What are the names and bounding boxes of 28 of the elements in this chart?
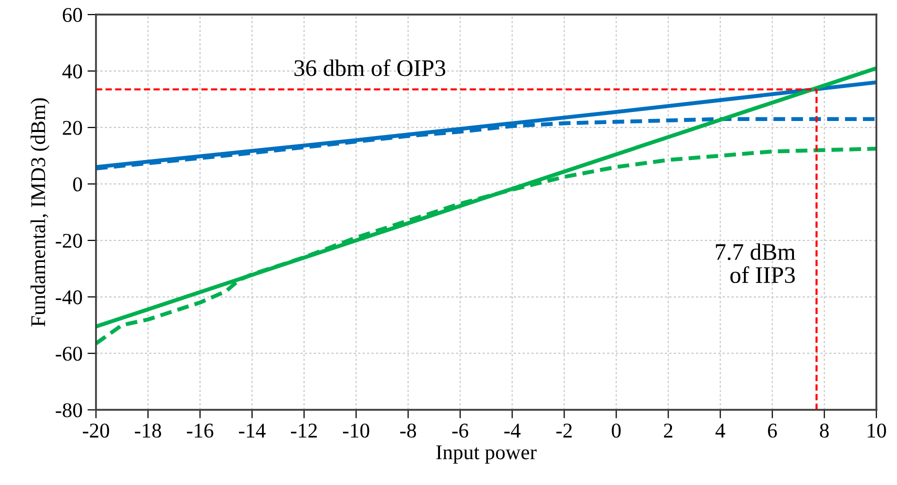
x-tick-label: -8 bbox=[400, 424, 416, 438]
y-tick-label: 40 bbox=[62, 64, 82, 78]
y-tick-label: 0 bbox=[73, 177, 82, 192]
y-tick-label: -20 bbox=[56, 234, 82, 248]
ref-line-label: 36 dbm of OIP3 bbox=[294, 59, 446, 76]
x-tick-label: 0 bbox=[612, 424, 621, 438]
x-tick-label: 10 bbox=[868, 424, 886, 438]
y-tick-label: -60 bbox=[56, 346, 82, 361]
x-tick-label: -20 bbox=[82, 424, 110, 438]
y-tick-label: -40 bbox=[56, 290, 82, 304]
y-axis-title: Fundamental, IMD3 (dBm) bbox=[30, 98, 50, 326]
x-tick-label: -10 bbox=[343, 424, 370, 438]
x-tick-label: 4 bbox=[715, 424, 726, 438]
x-tick-label: -16 bbox=[186, 424, 214, 438]
y-tick-label: 60 bbox=[62, 8, 82, 22]
x-tick-label: 2 bbox=[664, 424, 672, 438]
x-axis-title: Input power bbox=[436, 446, 537, 464]
x-tick-label: -18 bbox=[134, 424, 162, 438]
y-tick-label: -80 bbox=[56, 403, 82, 418]
y-tick-label: 20 bbox=[62, 120, 82, 135]
x-tick-label: 8 bbox=[820, 424, 829, 438]
x-tick-label: 6 bbox=[768, 424, 777, 438]
x-tick-label: -6 bbox=[452, 424, 468, 438]
x-tick-label: -14 bbox=[238, 424, 266, 438]
x-tick-label: -4 bbox=[504, 424, 521, 438]
x-tick-label: -12 bbox=[290, 424, 317, 438]
ref-line-label: 7.7 dBm of IIP3 bbox=[716, 243, 796, 284]
x-tick-label: -2 bbox=[556, 424, 572, 438]
